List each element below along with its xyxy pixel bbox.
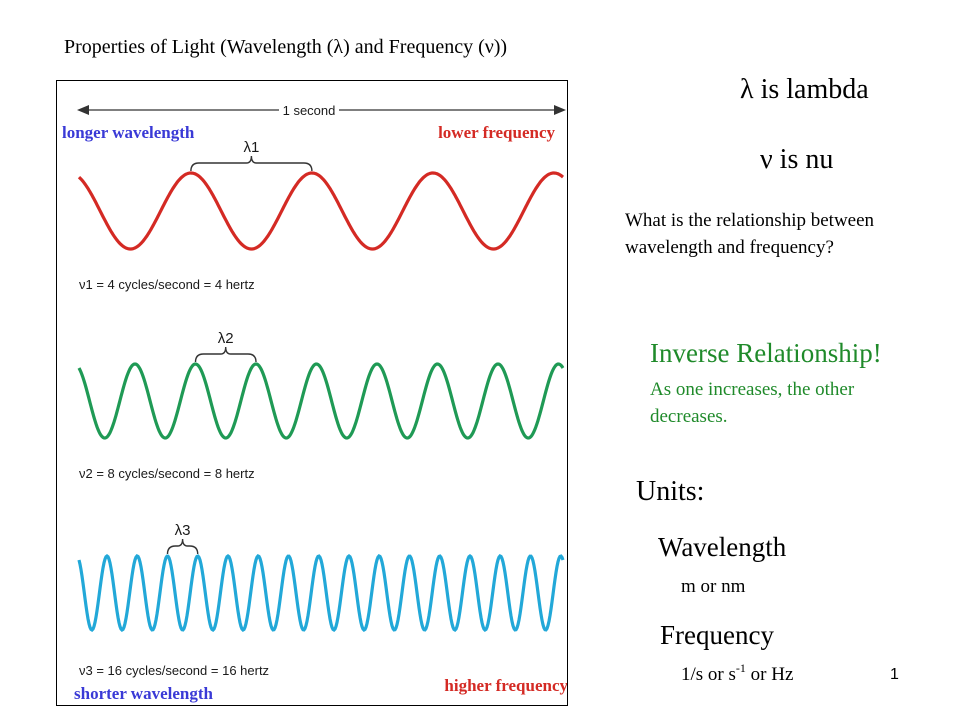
lambda-1-brace-icon (190, 155, 313, 172)
relationship-question: What is the relationship between wavelen… (625, 210, 875, 258)
wave-figure: 1 second longer wavelength lower frequen… (56, 80, 568, 706)
arrow-right-head-icon (554, 105, 566, 115)
arrow-label-bg (279, 101, 339, 119)
one-second-label: 1 second (283, 103, 336, 118)
frequency-units-exponent: -1 (735, 661, 746, 675)
arrow-left-head-icon (77, 105, 89, 115)
frequency-units-suffix: or Hz (745, 664, 794, 685)
lambda-3-label: λ3 (175, 522, 191, 539)
label-longer-wavelength: longer wavelength (62, 123, 195, 142)
wave-green (77, 362, 565, 440)
lambda-3-brace-icon (166, 538, 199, 555)
wave-1-caption: ν1 = 4 cycles/second = 4 hertz (79, 277, 255, 292)
wave-2-caption: ν2 = 8 cycles/second = 8 hertz (79, 466, 255, 481)
wave-3-caption: ν3 = 16 cycles/second = 16 hertz (79, 663, 269, 678)
label-higher-frequency: higher frequency (444, 676, 567, 695)
wave-diagram: 1 second longer wavelength lower frequen… (62, 101, 567, 703)
lambda-definition: λ is lambda (740, 74, 869, 105)
lambda-2-label: λ2 (218, 330, 234, 347)
nu-definition: ν is nu (760, 144, 834, 175)
wavelength-heading: Wavelength (658, 532, 787, 562)
lambda-1-label: λ1 (243, 139, 259, 156)
inverse-relationship-title: Inverse Relationship! (650, 338, 882, 368)
frequency-units-prefix: 1/s or s (681, 664, 736, 685)
frequency-units: 1/s or s-1 or Hz (681, 661, 794, 686)
slide-title: Properties of Light (Wavelength (λ) and … (64, 36, 508, 58)
inverse-relationship-description: As one increases, the other decreases. (650, 379, 855, 427)
wave-blue (77, 553, 565, 633)
frequency-heading: Frequency (660, 620, 774, 650)
page-number: 1 (890, 666, 899, 683)
label-lower-frequency: lower frequency (438, 123, 555, 142)
wave-red (77, 171, 564, 251)
wavelength-units: m or nm (681, 576, 746, 597)
label-shorter-wavelength: shorter wavelength (74, 684, 214, 703)
lambda-2-brace-icon (194, 346, 257, 363)
units-heading: Units: (636, 476, 705, 507)
